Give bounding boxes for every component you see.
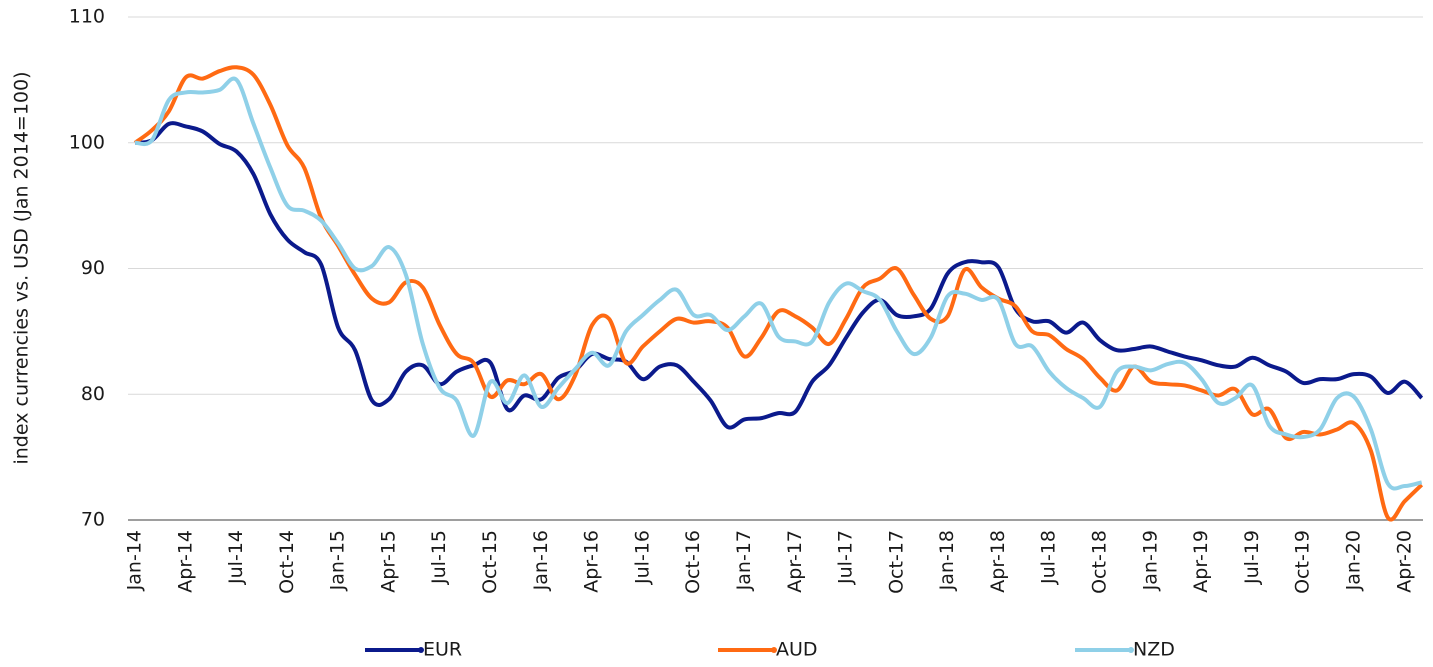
x-tick-label: Apr-14 (174, 530, 196, 593)
x-tick-label: Jul-18 (1038, 530, 1060, 585)
y-tick-label: 100 (69, 131, 105, 153)
y-axis-label: index currencies vs. USD (Jan 2014=100) (11, 71, 33, 464)
x-tick-label: Jan-18 (936, 530, 958, 591)
x-tick-label: Oct-16 (682, 530, 704, 594)
x-tick-label: Jan-16 (530, 530, 552, 591)
legend-label: AUD (776, 639, 818, 661)
x-tick-label: Apr-15 (377, 530, 399, 593)
x-tick-label: Oct-19 (1292, 530, 1314, 594)
x-tick-label: Jul-15 (428, 530, 450, 585)
legend-label: NZD (1133, 639, 1175, 661)
legend-swatch (418, 647, 424, 653)
x-tick-label: Jul-17 (835, 530, 857, 585)
y-tick-label: 80 (81, 383, 105, 405)
x-tick-label: Jul-16 (631, 530, 653, 585)
x-tick-label: Oct-15 (479, 530, 501, 594)
y-tick-label: 70 (81, 509, 105, 531)
x-tick-label: Oct-14 (276, 530, 298, 594)
legend-swatch (771, 647, 777, 653)
x-tick-label: Oct-18 (1089, 530, 1111, 594)
x-tick-label: Apr-18 (987, 530, 1009, 593)
series-line (134, 121, 1424, 430)
legend-swatch (1128, 647, 1134, 653)
x-tick-label: Jan-20 (1342, 530, 1364, 591)
x-tick-label: Apr-19 (1190, 530, 1212, 593)
x-tick-label: Jul-14 (225, 530, 247, 585)
series-line (134, 76, 1423, 491)
x-tick-label: Apr-17 (784, 530, 806, 593)
x-tick-label: Apr-20 (1393, 530, 1415, 593)
x-tick-label: Jan-19 (1139, 530, 1161, 591)
x-tick-label: Apr-16 (581, 530, 603, 593)
x-tick-label: Oct-17 (885, 530, 907, 594)
x-tick-label: Jan-17 (733, 530, 755, 591)
legend-label: EUR (423, 639, 462, 661)
x-tick-label: Jul-19 (1241, 530, 1263, 585)
x-tick-label: Jan-14 (124, 530, 146, 591)
y-tick-label: 90 (81, 257, 105, 279)
y-tick-label: 110 (69, 6, 105, 28)
x-tick-label: Jan-15 (327, 530, 349, 591)
